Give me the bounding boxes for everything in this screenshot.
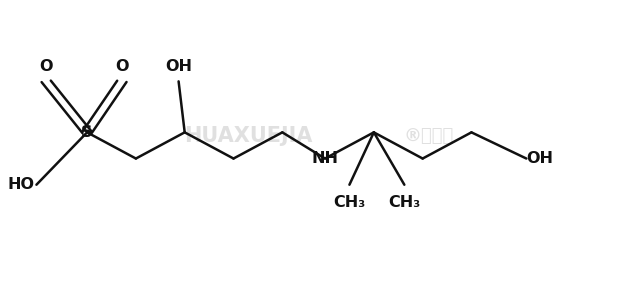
Text: HUAXUEJIA: HUAXUEJIA [184,126,313,147]
Text: ®化学加: ®化学加 [404,128,454,145]
Text: OH: OH [165,59,192,74]
Text: OH: OH [526,151,553,166]
Text: O: O [40,59,53,74]
Text: HO: HO [7,177,35,192]
Text: CH₃: CH₃ [388,195,420,210]
Text: CH₃: CH₃ [333,195,366,210]
Text: NH: NH [311,151,339,166]
Text: S: S [81,125,93,140]
Text: O: O [115,59,129,74]
